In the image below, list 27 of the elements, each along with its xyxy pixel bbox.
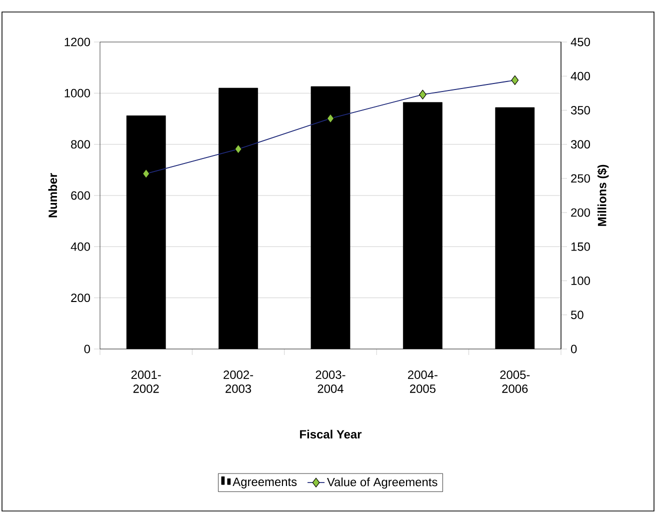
- y2-tick-label: 250: [571, 174, 590, 183]
- legend-label: Agreements: [232, 478, 297, 488]
- legend-label: Value of Agreements: [327, 478, 438, 489]
- y2-tick-label: 100: [571, 276, 590, 285]
- y2-tick-label: 50: [571, 310, 584, 320]
- y2-tick-label: 150: [571, 242, 590, 251]
- x-axis-title: Fiscal Year: [300, 430, 362, 439]
- x-tick-label: 2004-2005: [408, 370, 438, 393]
- y2-tick-label: 350: [570, 106, 590, 114]
- x-tick-label: 2005-2006: [500, 370, 530, 393]
- y-axis-title: Number: [48, 173, 58, 218]
- x-tick-label: 2001-2002: [131, 370, 161, 393]
- x-tick-label: 2002-2003: [224, 370, 254, 393]
- y2-tick-label: 200: [571, 208, 590, 217]
- y2-tick-label: 450: [570, 38, 590, 46]
- y-tick-label: 800: [71, 140, 90, 149]
- y2-tick-label: 300: [570, 140, 590, 149]
- y-tick-label: 600: [71, 191, 90, 200]
- y2-tick-label: 0: [570, 344, 577, 354]
- y-tick-label: 0: [84, 344, 90, 354]
- x-tick-label: 2003-2004: [316, 370, 346, 393]
- y-tick-label: 1200: [64, 38, 90, 46]
- y-tick-label: 400: [70, 242, 90, 251]
- y-tick-label: 1000: [64, 88, 90, 98]
- y2-axis-title: Millions ($): [597, 164, 609, 226]
- y2-tick-label: 400: [570, 72, 590, 80]
- y-tick-label: 200: [71, 294, 90, 302]
